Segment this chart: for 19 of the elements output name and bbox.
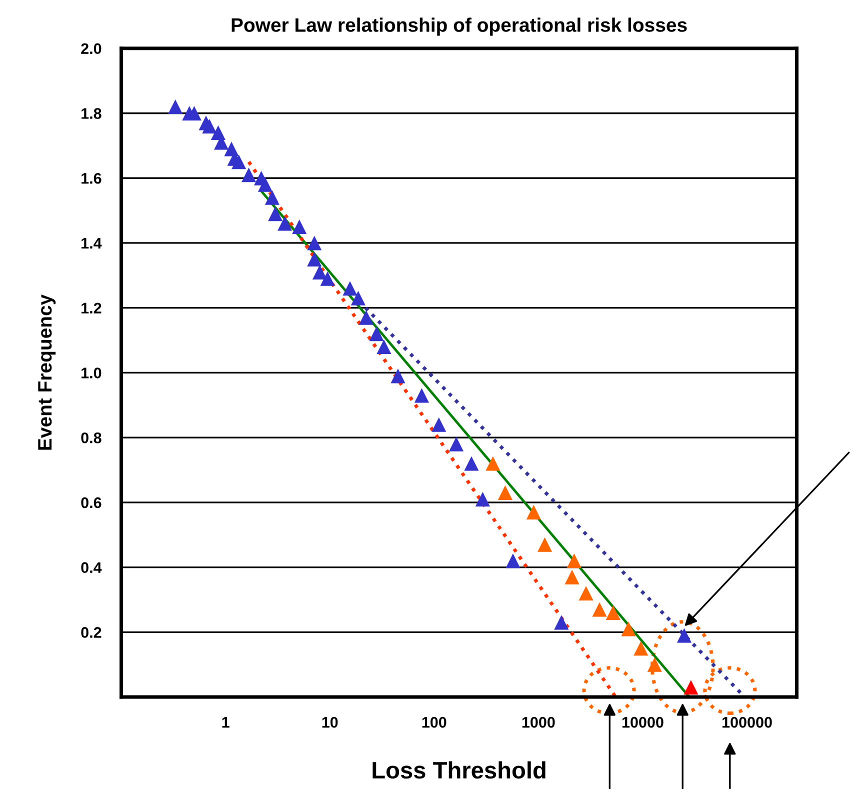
y-tick-label: 1.6 bbox=[82, 172, 102, 184]
y-tick-label: 0.6 bbox=[81, 497, 102, 508]
y-tick-label: 1.8 bbox=[82, 108, 102, 119]
y-tick-label: 0.4 bbox=[81, 562, 102, 573]
chart-title: Power Law relationship of operational risk losses bbox=[232, 18, 687, 36]
y-tick-label: 1.4 bbox=[82, 238, 102, 249]
x-tick-label: 1 bbox=[222, 717, 230, 728]
x-tick-label: 1000 bbox=[522, 716, 555, 728]
x-tick-label: 10000 bbox=[622, 716, 664, 728]
y-tick-label: 1.0 bbox=[82, 368, 102, 378]
y-tick-label: 0.2 bbox=[81, 627, 102, 638]
x-tick-label: 10 bbox=[322, 716, 338, 728]
y-axis-title: Event Frequency bbox=[38, 294, 56, 450]
x-tick-label: 100 bbox=[422, 716, 446, 728]
y-tick-label: 1.2 bbox=[82, 302, 102, 314]
x-axis-title: Loss Threshold bbox=[372, 761, 546, 779]
y-tick-label: 2.0 bbox=[81, 43, 102, 54]
x-tick-label: 100000 bbox=[722, 716, 772, 728]
y-tick-label: 0.8 bbox=[81, 432, 102, 444]
